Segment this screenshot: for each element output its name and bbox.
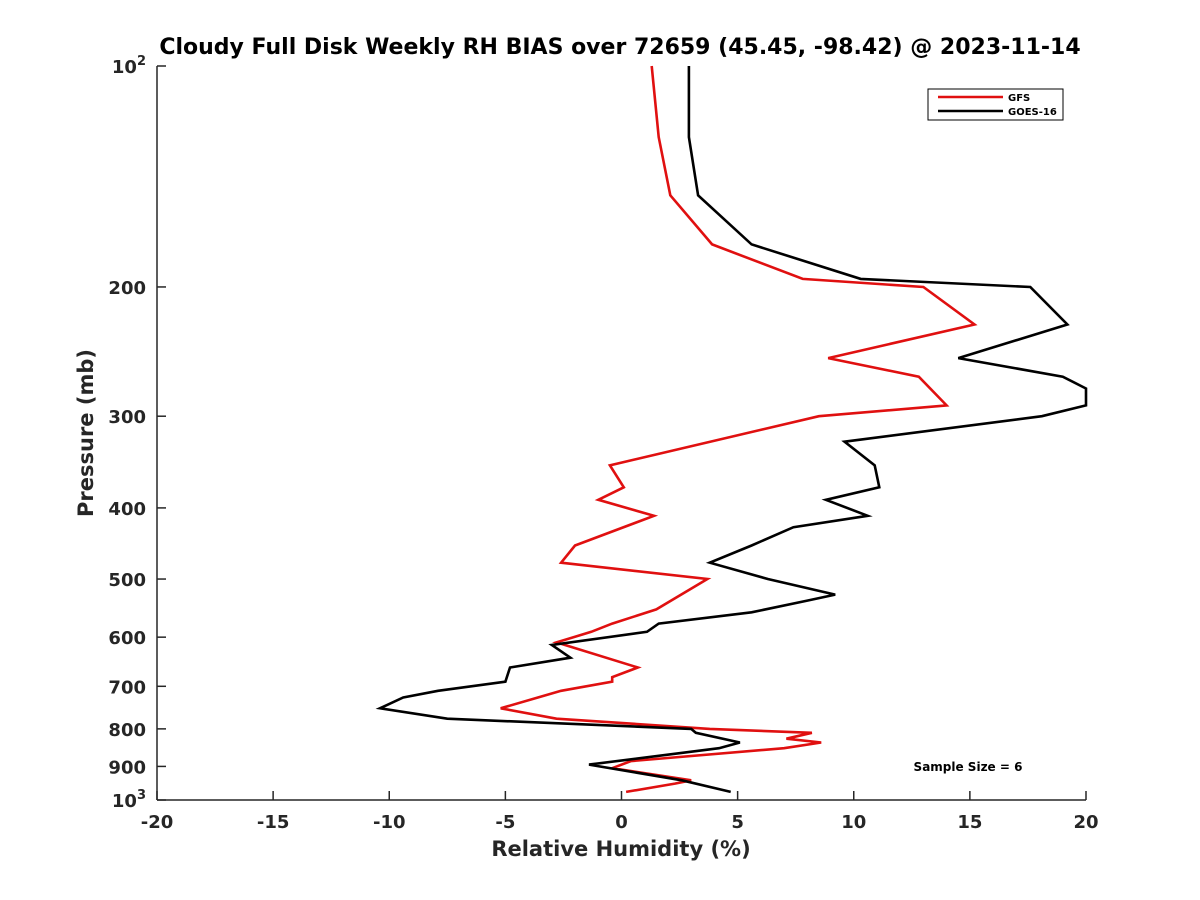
x-tick-label: 5 [731,812,744,833]
legend-label-gfs: GFS [1008,93,1030,104]
x-tick-label: 10 [841,812,866,833]
y-tick-label: 102 [112,54,146,78]
legend: GFS GOES-16 [927,88,1064,121]
y-tick-label: 200 [108,278,146,299]
x-tick-label: 15 [957,812,982,833]
x-axis-ticks: -20 -15 -10 -5 0 5 10 15 20 [141,791,1099,833]
y-tick-label: 500 [108,570,146,591]
x-tick-label: 20 [1073,812,1098,833]
x-tick-label: -5 [495,812,515,833]
x-axis-label: Relative Humidity (%) [491,837,750,861]
x-tick-label: -15 [257,812,290,833]
legend-label-goes16: GOES-16 [1008,107,1057,118]
y-tick-label: 800 [108,720,146,741]
sample-size-note: Sample Size = 6 [914,760,1023,774]
series-line-gfs [500,65,978,794]
y-tick-label: 600 [108,628,146,649]
y-tick-label: 300 [108,407,146,428]
legend-box [927,88,1064,121]
series-layer [375,65,1088,794]
y-axis-label: Pressure (mb) [74,349,98,517]
x-tick-label: -10 [373,812,406,833]
x-tick-label: -20 [141,812,174,833]
y-tick-label: 103 [112,788,146,812]
series-line-goes16 [375,66,1088,794]
y-tick-label: 400 [108,499,146,520]
y-tick-label: 900 [108,757,146,778]
chart-title: Cloudy Full Disk Weekly RH BIAS over 726… [159,35,1080,60]
y-tick-label: 700 [108,677,146,698]
x-tick-label: 0 [615,812,628,833]
plot-frame [157,66,1086,801]
y-axis-ticks: 102 200 300 400 500 600 700 800 900 103 [108,54,166,812]
